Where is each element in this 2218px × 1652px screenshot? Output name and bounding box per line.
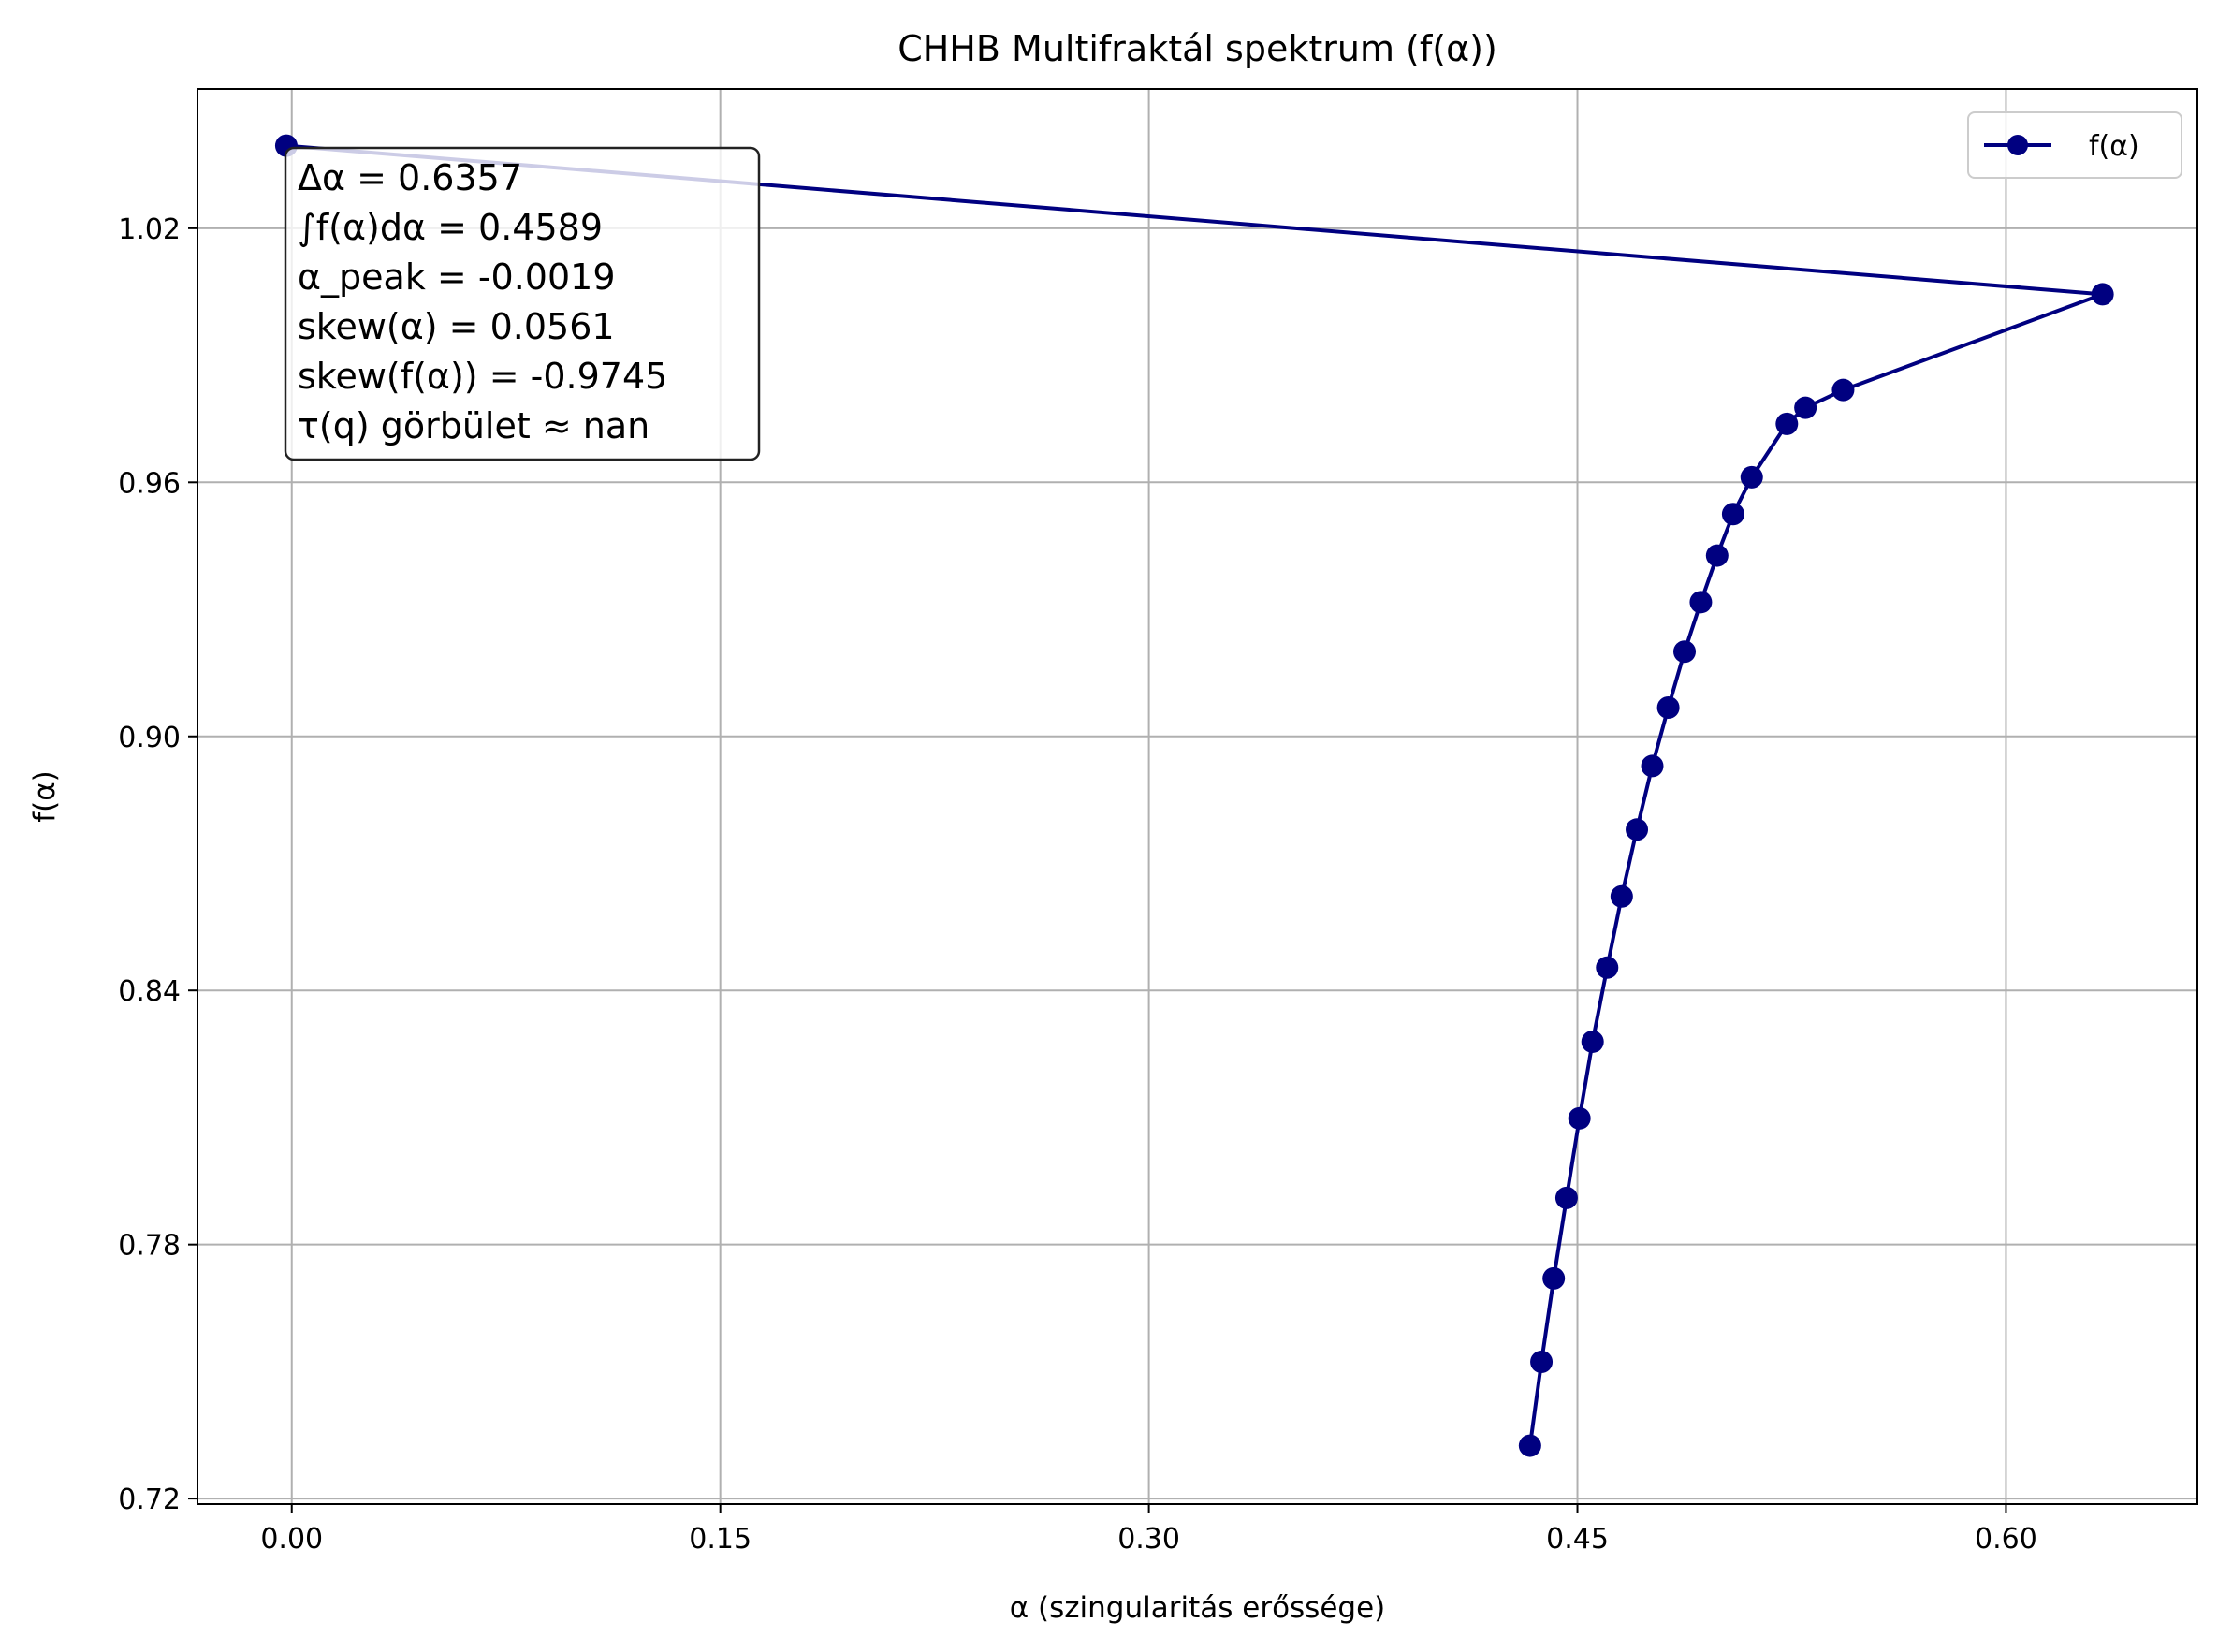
x-tick-label: 0.30 [1117,1523,1180,1556]
data-point [1596,956,1619,979]
data-point [1610,884,1633,908]
stats-line-skew-alpha: skew(α) = 0.0561 [298,306,615,347]
y-tick-label: 0.90 [118,722,181,754]
y-tick-label: 0.84 [118,975,181,1008]
data-point [1721,503,1744,526]
data-point [1705,544,1729,567]
y-tick-label: 1.02 [118,213,181,246]
legend: f(α) [1967,111,2182,179]
plot-frame [197,88,2198,1505]
data-point [1794,396,1817,419]
data-point [1554,1186,1578,1209]
data-point [1656,695,1680,719]
legend-marker-swatch [2007,135,2028,155]
stats-box-frame [284,146,761,461]
data-point [1518,1434,1541,1457]
chart-title: CHHB Multifraktál spektrum (f(α)) [897,28,1497,69]
data-point [1740,465,1763,489]
stats-line-skew-f-alpha: skew(f(α)) = -0.9745 [298,356,667,397]
data-point [2091,283,2114,306]
y-axis-label: f(α) [28,770,62,823]
x-axis-label: α (szingularitás erőssége) [1010,1591,1386,1625]
x-tick-label: 0.45 [1546,1523,1609,1556]
y-tick-label: 0.78 [118,1230,181,1263]
y-tick-label: 0.96 [118,467,181,500]
stats-line-delta-alpha: Δα = 0.6357 [298,157,522,198]
data-point [1568,1106,1591,1130]
data-point [1641,754,1664,778]
axis-ticks: 0.00 0.15 0.30 0.45 0.60 0.72 0.78 0.84 0.90 0.96… [118,213,2037,1556]
x-tick-label: 0.60 [1975,1523,2037,1556]
data-point [1831,378,1855,402]
data-point [1626,818,1649,841]
data-point [1530,1350,1554,1373]
legend-frame [1967,111,2182,179]
stats-line-integral: ∫f(α)dα = 0.4589 [298,207,603,248]
data-point [1581,1030,1604,1053]
stats-annotation-box: Δα = 0.6357 ∫f(α)dα = 0.4589 α_peak = -0… [284,146,761,461]
x-tick-label: 0.00 [260,1523,323,1556]
stats-line-tau-curvature: τ(q) görbület ≈ nan [298,405,649,446]
data-point [1673,640,1697,664]
stats-line-alpha-peak: α_peak = -0.0019 [298,256,616,298]
legend-series-label: f(α) [2089,130,2139,163]
data-point [1689,591,1713,614]
x-tick-label: 0.15 [689,1523,751,1556]
data-point [1542,1266,1566,1290]
data-point [1775,412,1799,435]
y-tick-label: 0.72 [118,1484,181,1516]
